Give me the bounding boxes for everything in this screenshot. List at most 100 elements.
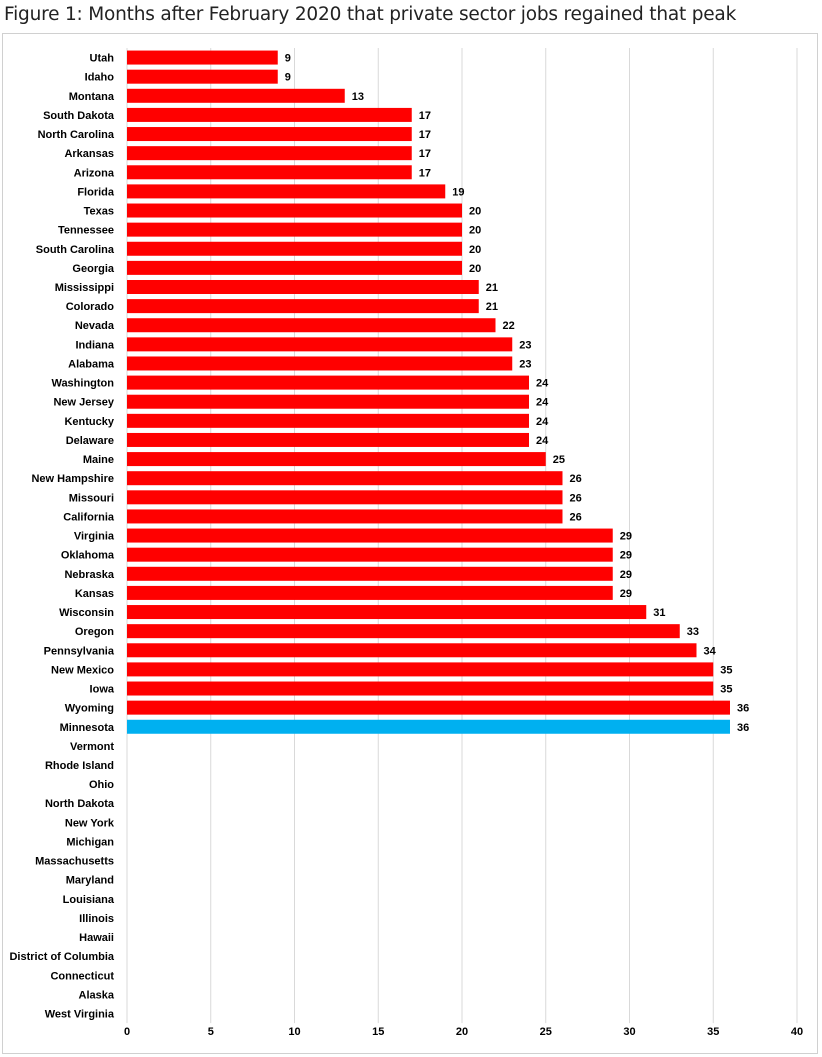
y-tick-label: Mississippi [55,282,114,294]
bar [127,203,462,218]
y-tick-label: New Mexico [51,664,114,676]
bar [127,69,278,84]
bars [127,50,730,734]
bar [127,356,513,371]
bar [127,50,278,65]
y-tick-label: Florida [77,186,115,198]
bar [127,585,613,600]
bar [127,432,529,447]
y-tick-label: Montana [69,91,115,103]
y-tick-label: Kansas [75,588,114,600]
data-label: 26 [570,511,582,523]
data-label: 17 [419,110,431,122]
y-tick-label: Nebraska [64,569,114,581]
x-tick-label: 15 [372,1026,384,1038]
y-tick-label: Wyoming [65,703,114,715]
y-tick-label: Oregon [75,626,114,638]
data-label: 21 [486,301,498,313]
y-tick-label: North Carolina [38,129,115,141]
y-tick-label: Iowa [90,684,115,696]
data-label: 26 [570,492,582,504]
bar [127,662,714,677]
bar [127,643,697,658]
x-tick-label: 0 [124,1026,130,1038]
bar [127,394,529,409]
y-tick-label: New Jersey [53,397,114,409]
bar [127,624,680,639]
data-label: 9 [285,53,291,65]
bar [127,490,563,505]
data-label: 26 [570,473,582,485]
data-label: 17 [419,148,431,160]
bar [127,184,446,199]
bar [127,719,730,734]
y-tick-label: Utah [90,53,115,65]
bar [127,547,613,562]
data-label: 24 [536,416,549,428]
data-label: 20 [469,263,481,275]
y-tick-label: Minnesota [60,722,115,734]
data-label: 29 [620,550,632,562]
data-label: 23 [519,358,531,370]
y-tick-label: South Carolina [36,244,115,256]
bar [127,107,412,122]
y-tick-label: Arkansas [64,148,114,160]
bar [127,280,479,294]
x-tick-label: 5 [208,1026,214,1038]
y-tick-label: North Dakota [45,798,115,810]
bar [127,260,462,275]
bar [127,566,613,581]
y-tick-label: District of Columbia [9,951,114,963]
bar [127,528,613,543]
bar [127,241,462,256]
data-label: 24 [536,435,549,447]
x-tick-label: 40 [791,1026,803,1038]
y-tick-label: Idaho [85,72,115,84]
y-tick-label: Indiana [75,339,114,351]
data-label: 35 [720,684,732,696]
bar [127,146,412,161]
bar [127,88,345,103]
bar [127,318,496,333]
x-tick-label: 25 [540,1026,552,1038]
data-label: 36 [737,722,749,734]
bar [127,413,529,428]
y-tick-label: Louisiana [63,894,115,906]
data-label: 20 [469,244,481,256]
y-tick-label: Wisconsin [59,607,114,619]
x-tick-label: 35 [707,1026,719,1038]
bar [127,375,529,390]
y-tick-label: Nevada [75,320,115,332]
y-tick-label: Maine [83,454,114,466]
y-tick-label: Hawaii [79,932,114,944]
data-label: 9 [285,72,291,84]
data-label: 24 [536,397,549,409]
y-tick-label: Alabama [68,358,115,370]
data-label: 20 [469,225,481,237]
y-tick-label: Rhode Island [45,760,114,772]
data-label: 22 [503,320,515,332]
bar [127,452,546,467]
bar [127,700,730,715]
x-tick-label: 20 [456,1026,468,1038]
bar [127,681,714,696]
data-label: 17 [419,129,431,141]
data-label: 29 [620,531,632,543]
y-tick-label: Vermont [70,741,114,753]
y-tick-label: Kentucky [64,416,114,428]
data-label: 33 [687,626,699,638]
data-label: 31 [653,607,665,619]
data-label: 13 [352,91,364,103]
data-label: 20 [469,206,481,218]
data-label: 35 [720,664,732,676]
y-tick-label: Tennessee [58,225,114,237]
y-tick-label: Arizona [74,167,115,179]
y-tick-label: Missouri [69,492,114,504]
bar [127,509,563,524]
y-tick-label: California [63,511,115,523]
y-tick-label: South Dakota [43,110,115,122]
data-label: 29 [620,569,632,581]
y-tick-label: Texas [84,206,114,218]
data-label: 34 [704,645,717,657]
